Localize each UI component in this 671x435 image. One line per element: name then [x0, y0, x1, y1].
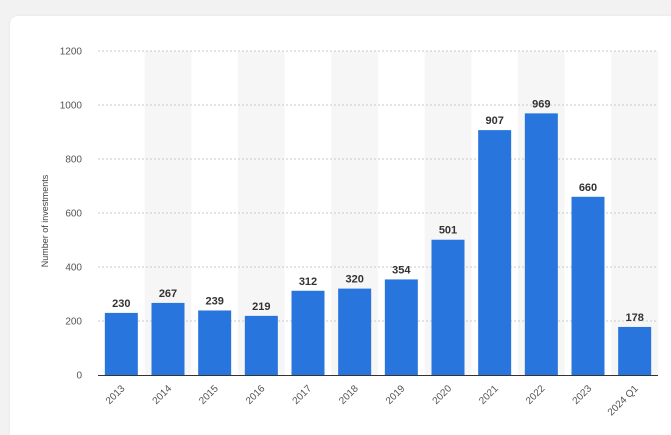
data-label: 230: [112, 298, 130, 310]
bar: [524, 113, 558, 376]
y-tick-label: 0: [76, 371, 82, 382]
bar: [198, 310, 232, 375]
data-label: 320: [345, 274, 363, 286]
bar: [291, 290, 325, 375]
data-label: 239: [205, 295, 223, 307]
y-tick-label: 200: [65, 317, 82, 328]
y-tick-label: 600: [65, 209, 82, 220]
x-tick-label: 2021: [477, 383, 501, 407]
x-axis-ticks: 2013 2014 2015 2016 2017 2018 2019 2020 2021 2022…: [104, 383, 641, 418]
y-tick-label: 800: [65, 155, 82, 166]
bar: [478, 130, 512, 375]
data-label: 312: [299, 276, 317, 288]
y-tick-label: 1200: [60, 47, 83, 58]
data-label: 178: [625, 312, 643, 324]
bar: [618, 326, 652, 375]
x-tick-label: 2016: [244, 383, 268, 407]
gridlines: [98, 50, 658, 322]
x-tick-label: 2024 Q1: [606, 383, 641, 418]
y-tick-label: 1000: [60, 101, 83, 112]
x-tick-label: 2013: [104, 383, 128, 407]
x-tick-label: 2018: [337, 383, 361, 407]
y-tick-label: 400: [65, 263, 82, 274]
data-label: 219: [252, 301, 270, 313]
y-axis-ticks: 0 200 400 600 800 1000 1200: [60, 47, 83, 382]
bar: [104, 312, 138, 375]
x-tick-label: 2019: [384, 383, 408, 407]
bars: [104, 113, 652, 376]
y-axis-title: Number of investments: [40, 174, 50, 267]
data-label: 907: [485, 115, 503, 127]
data-label: 969: [532, 98, 550, 110]
data-label: 660: [579, 182, 597, 194]
bar: [384, 279, 418, 375]
data-label: 354: [392, 264, 411, 276]
x-tick-label: 2015: [197, 383, 221, 407]
value-labels: 230 267 239 219 312 320 354 501 907 969 660 178: [112, 98, 644, 324]
bar: [244, 315, 278, 375]
x-tick-label: 2020: [431, 383, 455, 407]
x-tick-label: 2022: [524, 383, 548, 407]
data-label: 501: [439, 225, 457, 237]
bar: [151, 302, 185, 375]
x-tick-label: 2014: [151, 383, 175, 407]
bar: [431, 239, 465, 375]
x-tick-label: 2023: [571, 383, 595, 407]
x-tick-label: 2017: [291, 383, 315, 407]
data-label: 267: [159, 288, 177, 300]
bar: [338, 288, 372, 375]
bar: [571, 196, 605, 375]
